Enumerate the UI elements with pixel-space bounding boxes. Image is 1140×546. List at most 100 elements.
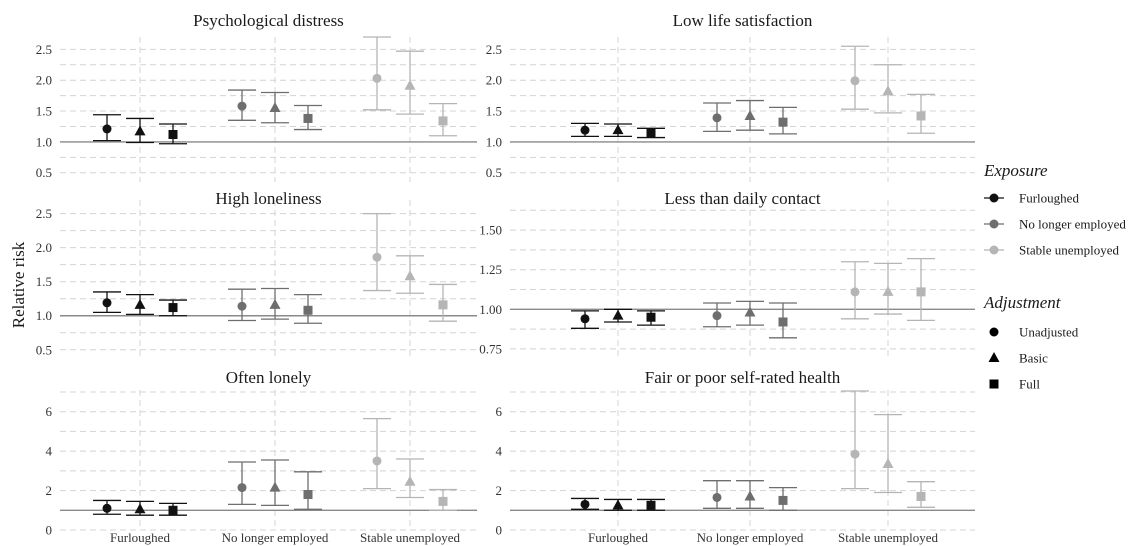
errorbar-stable-unemployed-basic bbox=[396, 458, 424, 499]
legend-exposure-items: Furloughed No longer employed Stable unemp… bbox=[984, 191, 1126, 258]
legend-exposure-title: Exposure bbox=[983, 161, 1048, 180]
panel-psychological-distress: Psychological distress 0.5 1.0 1.5 2.0 2.5 bbox=[36, 11, 477, 182]
legend-marker bbox=[989, 245, 999, 255]
errorbar-no-longer-employed-basic bbox=[736, 99, 764, 131]
errorbar-furloughed-basic bbox=[604, 123, 632, 137]
errorbar-furloughed-unadjusted bbox=[93, 114, 121, 142]
legend-marker bbox=[989, 327, 999, 337]
errorbar-furloughed-unadjusted bbox=[571, 310, 599, 329]
panel-low-life-satisfaction: Low life satisfaction 0.5 1.0 1.5 2.0 2.5 bbox=[486, 11, 975, 182]
point-estimate bbox=[438, 496, 448, 506]
point-estimate bbox=[168, 505, 178, 515]
point-estimate bbox=[778, 117, 788, 127]
y-tick-label: 0 bbox=[46, 523, 53, 538]
errorbar-stable-unemployed-full bbox=[429, 283, 457, 322]
point-estimate bbox=[744, 490, 756, 501]
y-tick-label: 0 bbox=[496, 523, 503, 538]
y-axis-label: Relative risk bbox=[9, 241, 28, 328]
errorbar-furloughed-basic bbox=[126, 500, 154, 516]
legend-label: No longer employed bbox=[1019, 217, 1126, 232]
legend-label: Full bbox=[1019, 377, 1040, 392]
y-tick-label: 4 bbox=[46, 444, 53, 459]
errorbar-no-longer-employed-full bbox=[294, 104, 322, 131]
point-estimate bbox=[404, 79, 416, 90]
point-estimate bbox=[303, 490, 313, 500]
x-category-label: No longer employed bbox=[697, 530, 804, 545]
y-tick-label: 1.0 bbox=[36, 134, 52, 149]
point-estimate bbox=[269, 481, 281, 492]
point-estimate bbox=[404, 475, 416, 486]
errorbar-stable-unemployed-basic bbox=[874, 413, 902, 494]
errorbar-no-longer-employed-basic bbox=[736, 300, 764, 326]
panel-less-than-daily-contact: Less than daily contact 0.75 1.00 1.25 1.50 bbox=[479, 189, 975, 360]
y-tick-label: 2.0 bbox=[36, 73, 52, 88]
errorbar-no-longer-employed-full bbox=[769, 302, 797, 339]
point-estimate bbox=[778, 495, 788, 505]
panel-title: Psychological distress bbox=[193, 11, 344, 30]
errorbar-furloughed-basic bbox=[126, 117, 154, 144]
y-tick-label: 1.5 bbox=[36, 274, 52, 289]
errorbar-stable-unemployed-full bbox=[907, 481, 935, 508]
errorbar-no-longer-employed-basic bbox=[736, 480, 764, 509]
point-estimate bbox=[882, 285, 894, 296]
point-estimate bbox=[916, 111, 926, 121]
errorbar-no-longer-employed-basic bbox=[261, 459, 289, 507]
point-estimate bbox=[580, 125, 590, 135]
point-estimate bbox=[134, 298, 146, 309]
legend-item-no-longer-employed: No longer employed bbox=[984, 217, 1126, 232]
point-estimate bbox=[237, 101, 247, 111]
legend-item-unadjusted: Unadjusted bbox=[989, 325, 1079, 340]
point-estimate bbox=[168, 303, 178, 313]
errorbar-furloughed-full bbox=[159, 502, 187, 516]
point-estimate bbox=[237, 483, 247, 493]
legend-marker bbox=[989, 379, 999, 389]
legend-label: Unadjusted bbox=[1019, 325, 1079, 340]
y-tick-label: 2.5 bbox=[36, 206, 52, 221]
errorbar-stable-unemployed-basic bbox=[396, 50, 424, 115]
panel-high-loneliness: High loneliness 0.5 1.0 1.5 2.0 2.5 bbox=[36, 189, 477, 360]
errorbar-no-longer-employed-unadjusted bbox=[703, 480, 731, 509]
y-tick-label: 2.5 bbox=[486, 42, 502, 57]
point-estimate bbox=[712, 492, 722, 502]
y-tick-label: 2 bbox=[46, 483, 53, 498]
errorbar-furloughed-unadjusted bbox=[93, 291, 121, 313]
point-estimate bbox=[438, 116, 448, 126]
point-estimate bbox=[134, 125, 146, 136]
errorbar-no-longer-employed-unadjusted bbox=[228, 461, 256, 506]
point-estimate bbox=[646, 312, 656, 322]
point-estimate bbox=[372, 456, 382, 466]
errorbar-no-longer-employed-unadjusted bbox=[228, 89, 256, 121]
point-estimate bbox=[712, 113, 722, 123]
point-estimate bbox=[237, 301, 247, 311]
legend-label: Basic bbox=[1019, 351, 1048, 366]
errorbar-furloughed-full bbox=[637, 498, 665, 511]
point-estimate bbox=[612, 309, 624, 320]
errorbar-stable-unemployed-unadjusted bbox=[841, 261, 869, 320]
errorbar-furloughed-full bbox=[159, 299, 187, 317]
point-estimate bbox=[882, 457, 894, 468]
point-estimate bbox=[580, 499, 590, 509]
errorbar-furloughed-unadjusted bbox=[571, 497, 599, 510]
errorbar-furloughed-unadjusted bbox=[571, 122, 599, 137]
errorbar-no-longer-employed-unadjusted bbox=[703, 302, 731, 328]
point-estimate bbox=[916, 287, 926, 297]
errorbar-no-longer-employed-basic bbox=[261, 287, 289, 320]
point-estimate bbox=[580, 314, 590, 324]
y-tick-label: 1.50 bbox=[479, 223, 502, 238]
legend-adjustment-items: Unadjusted Basic Full bbox=[988, 325, 1079, 392]
legend-marker bbox=[988, 352, 1000, 362]
legend-item-basic: Basic bbox=[988, 351, 1048, 366]
legend-adjustment-title: Adjustment bbox=[983, 293, 1062, 312]
legend-marker bbox=[989, 219, 999, 229]
legend-item-full: Full bbox=[989, 377, 1040, 392]
point-estimate bbox=[102, 124, 112, 134]
y-tick-label: 0.5 bbox=[36, 342, 52, 357]
errorbar-stable-unemployed-unadjusted bbox=[841, 390, 869, 490]
point-estimate bbox=[916, 491, 926, 501]
errorbar-furloughed-basic bbox=[604, 308, 632, 323]
point-estimate bbox=[850, 449, 860, 459]
legend-marker bbox=[989, 193, 999, 203]
errorbar-stable-unemployed-basic bbox=[874, 262, 902, 315]
point-estimate bbox=[102, 298, 112, 308]
point-estimate bbox=[646, 128, 656, 138]
